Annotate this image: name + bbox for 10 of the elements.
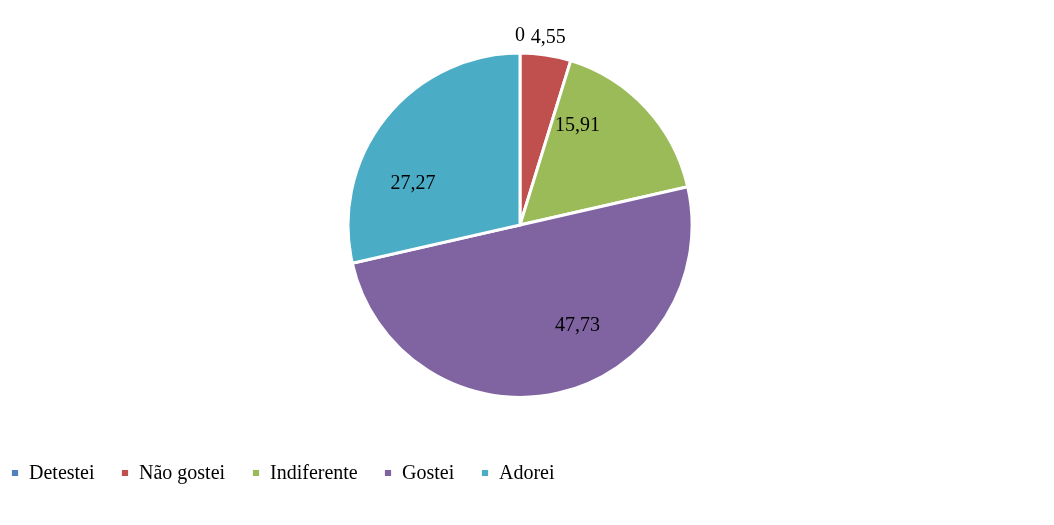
legend-label: Não gostei — [139, 461, 226, 484]
data-label: 4,55 — [530, 25, 566, 48]
legend-label: Adorei — [499, 461, 555, 483]
data-label: 15,91 — [555, 113, 600, 136]
legend-label: Indiferente — [270, 461, 358, 483]
legend-label: Gostei — [402, 461, 455, 483]
data-label: 47,73 — [555, 312, 600, 335]
legend-label: Detestei — [29, 461, 95, 483]
text: 0 — [515, 23, 525, 45]
data-label: 27,27 — [390, 171, 436, 193]
